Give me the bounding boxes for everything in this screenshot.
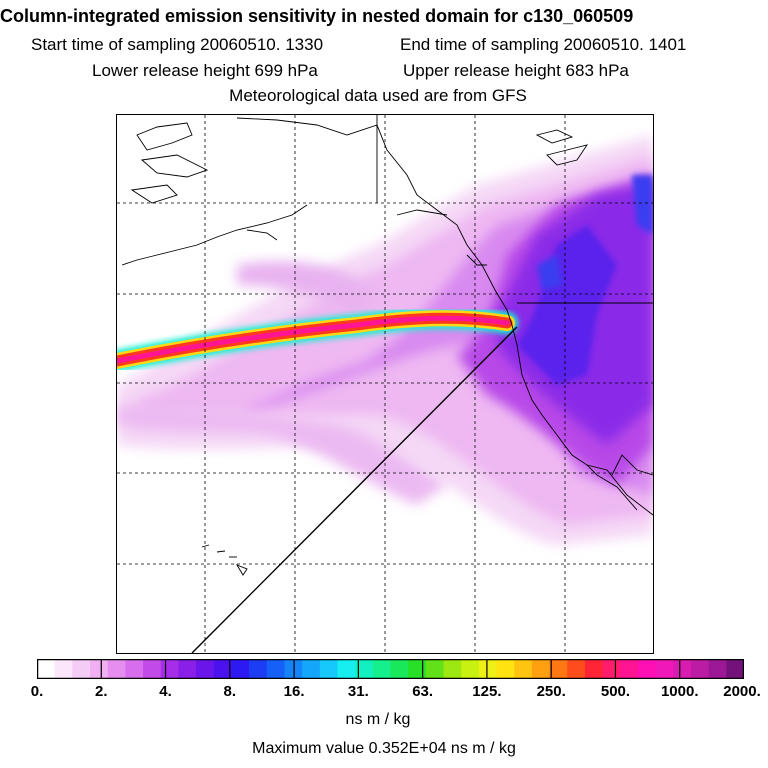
colorbar-swatch: [408, 659, 427, 679]
colorbar-swatch: [637, 659, 657, 679]
colorbar-swatch: [196, 659, 215, 679]
plot-title: Column-integrated emission sensitivity i…: [0, 6, 634, 26]
colorbar-tick-label: 31.: [347, 683, 369, 700]
colorbar-swatch: [372, 659, 392, 679]
colorbar-swatch: [425, 659, 445, 679]
colorbar-swatch: [72, 659, 91, 679]
map-grid: [117, 115, 653, 653]
colorbar-swatch: [319, 659, 339, 679]
colorbar-swatch: [443, 659, 462, 679]
colorbar-swatch: [496, 659, 515, 679]
colorbar-swatch: [726, 659, 744, 679]
colorbar-swatch: [514, 659, 533, 679]
colorbar-tick-label: 16.: [283, 683, 305, 700]
units-label: ns m / kg: [345, 711, 411, 728]
colorbar-swatch: [302, 659, 321, 679]
colorbar-swatch: [655, 659, 674, 679]
colorbar-swatch: [602, 659, 621, 679]
colorbar-swatch: [567, 659, 586, 679]
map-canvas: [117, 115, 653, 653]
colorbar-swatch: [266, 659, 286, 679]
colorbar-swatch: [337, 659, 356, 679]
colorbar-swatch: [355, 659, 374, 679]
colorbar-swatch: [107, 659, 126, 679]
met-data-label: Meteorological data used are from GFS: [229, 86, 527, 105]
colorbar-swatch: [231, 659, 250, 679]
colorbar-swatch: [37, 659, 56, 679]
colorbar-swatch: [160, 659, 180, 679]
start-time-label: Start time of sampling 20060510. 1330: [31, 35, 324, 54]
colorbar-tick-label: 63.: [412, 683, 434, 700]
colorbar-swatch: [531, 659, 551, 679]
colorbar-swatch: [549, 659, 568, 679]
colorbar-swatch: [390, 659, 409, 679]
colorbar-swatch: [125, 659, 144, 679]
colorbar-swatch: [673, 659, 692, 679]
upper-release-label: Upper release height 683 hPa: [403, 61, 629, 80]
colorbar-tick-label: 500.: [600, 683, 631, 700]
colorbar-swatch: [708, 659, 727, 679]
end-time-label: End time of sampling 20060510. 1401: [400, 35, 687, 54]
colorbar-swatch: [690, 659, 710, 679]
colorbar: [37, 659, 744, 679]
colorbar-swatch: [249, 659, 268, 679]
map-panel: [116, 114, 654, 654]
coastlines: [121, 115, 653, 576]
colorbar-swatch: [620, 659, 639, 679]
colorbar-tick-label: 2000.: [723, 683, 761, 700]
colorbar-swatch: [584, 659, 604, 679]
max-value-label: Maximum value 0.352E+04 ns m / kg: [252, 740, 516, 757]
colorbar-tick-label: 1000.: [660, 683, 699, 700]
colorbar-swatch: [478, 659, 498, 679]
colorbar-swatch: [54, 659, 73, 679]
colorbar-swatch: [90, 659, 109, 679]
colorbar-tick-label: 125.: [472, 683, 502, 700]
colorbar-swatch: [143, 659, 162, 679]
colorbar-tick-label: 4.: [159, 683, 172, 700]
transect-line: [191, 326, 518, 653]
colorbar-tick-label: 2.: [95, 683, 108, 700]
sensitivity-field: [117, 135, 653, 545]
lower-release-label: Lower release height 699 hPa: [92, 61, 318, 80]
colorbar-swatch: [461, 659, 480, 679]
colorbar-swatch: [178, 659, 197, 679]
colorbar-tick-label: 250.: [536, 683, 566, 700]
colorbar-swatch: [213, 659, 233, 679]
colorbar-tick-label: 0.: [30, 683, 44, 700]
colorbar-border: [37, 659, 744, 679]
colorbar-tick-label: 8.: [223, 683, 237, 700]
